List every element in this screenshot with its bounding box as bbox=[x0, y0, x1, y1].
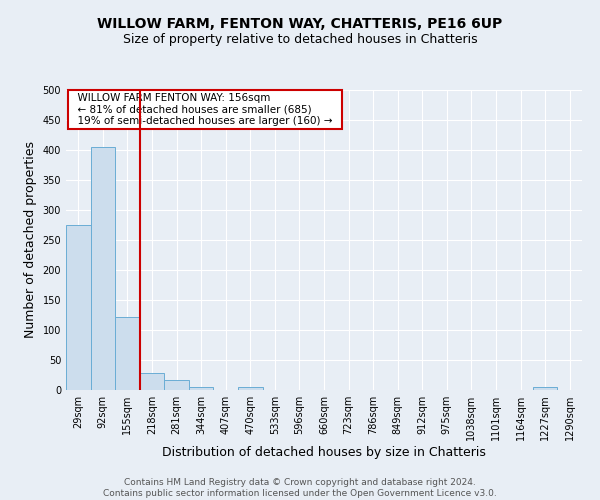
Bar bbox=[66, 225, 91, 390]
Bar bbox=[115, 317, 140, 390]
Bar bbox=[140, 372, 164, 390]
Text: Size of property relative to detached houses in Chatteris: Size of property relative to detached ho… bbox=[122, 32, 478, 46]
Bar bbox=[533, 387, 557, 390]
Text: WILLOW FARM FENTON WAY: 156sqm  
  ← 81% of detached houses are smaller (685)  
: WILLOW FARM FENTON WAY: 156sqm ← 81% of … bbox=[71, 93, 339, 126]
Bar bbox=[91, 147, 115, 390]
Y-axis label: Number of detached properties: Number of detached properties bbox=[24, 142, 37, 338]
Text: WILLOW FARM, FENTON WAY, CHATTERIS, PE16 6UP: WILLOW FARM, FENTON WAY, CHATTERIS, PE16… bbox=[97, 18, 503, 32]
Bar bbox=[238, 387, 263, 390]
Bar bbox=[164, 380, 189, 390]
X-axis label: Distribution of detached houses by size in Chatteris: Distribution of detached houses by size … bbox=[162, 446, 486, 459]
Bar bbox=[189, 387, 214, 390]
Text: Contains HM Land Registry data © Crown copyright and database right 2024.
Contai: Contains HM Land Registry data © Crown c… bbox=[103, 478, 497, 498]
